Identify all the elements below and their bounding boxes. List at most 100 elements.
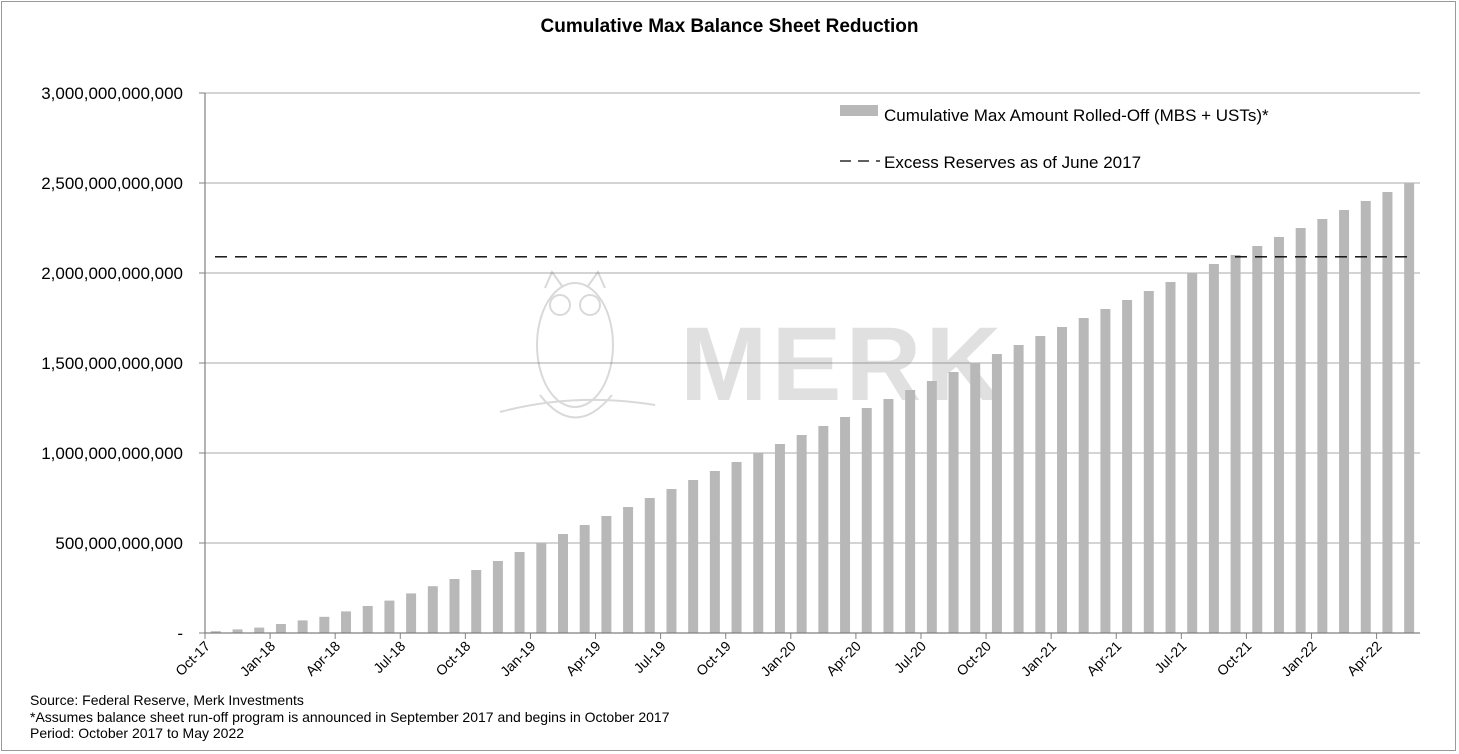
legend-bar-swatch xyxy=(840,105,878,116)
bar xyxy=(427,586,438,633)
bar xyxy=(1165,282,1176,633)
bar xyxy=(1252,246,1263,633)
y-tick-label: 1,000,000,000,000 xyxy=(41,444,183,463)
legend: Cumulative Max Amount Rolled-Off (MBS + … xyxy=(840,105,1269,172)
x-tick-label: Oct-21 xyxy=(1214,638,1255,679)
bar xyxy=(1057,327,1067,633)
bar xyxy=(384,600,395,633)
legend-label-line: Excess Reserves as of June 2017 xyxy=(884,153,1141,172)
chart-notes: Source: Federal Reserve, Merk Investment… xyxy=(30,692,669,742)
x-tick-label: Jul-18 xyxy=(370,638,408,676)
bar xyxy=(1143,291,1154,633)
x-tick-label: Apr-20 xyxy=(823,638,864,679)
bar xyxy=(1360,201,1371,633)
bar xyxy=(731,462,742,633)
y-tick-labels: - 500,000,000,000 1,000,000,000,000 1,500,0… xyxy=(41,84,183,643)
x-tick-label: Jan-20 xyxy=(757,638,799,680)
x-tick-label: Apr-22 xyxy=(1344,638,1385,679)
bar xyxy=(558,534,568,633)
bar xyxy=(601,516,612,633)
bar xyxy=(883,399,894,633)
bar xyxy=(1273,237,1284,633)
bar xyxy=(536,543,547,633)
bar xyxy=(796,435,807,633)
bar xyxy=(1208,264,1219,633)
note-source: Source: Federal Reserve, Merk Investment… xyxy=(30,692,304,708)
bar xyxy=(1078,318,1089,633)
bar xyxy=(362,606,373,633)
bar xyxy=(709,471,720,633)
legend-label-bars: Cumulative Max Amount Rolled-Off (MBS + … xyxy=(884,106,1269,125)
bar xyxy=(623,507,634,633)
x-tick-label: Apr-18 xyxy=(302,638,343,679)
x-tick-label: Jan-21 xyxy=(1018,638,1060,680)
y-tick-label: 1,500,000,000,000 xyxy=(41,354,183,373)
bar xyxy=(1122,300,1133,633)
bar xyxy=(1035,336,1046,633)
bar xyxy=(514,552,525,633)
bar xyxy=(926,381,937,633)
gridlines xyxy=(205,92,1420,544)
x-tick-label: Apr-21 xyxy=(1083,638,1124,679)
watermark-text: MERK xyxy=(680,306,1005,423)
bar xyxy=(1295,228,1306,633)
bar xyxy=(1404,183,1415,633)
bar xyxy=(840,417,851,633)
x-tick-label: Jan-19 xyxy=(497,638,539,680)
bar xyxy=(774,444,785,633)
x-tick-label: Oct-17 xyxy=(172,638,213,679)
bar xyxy=(492,561,503,633)
bar xyxy=(341,611,352,633)
x-tick-label: Jan-18 xyxy=(237,638,279,680)
y-tick-label: 2,500,000,000,000 xyxy=(41,174,183,193)
y-tick-label: 3,000,000,000,000 xyxy=(41,84,183,103)
bar xyxy=(232,629,243,633)
merk-watermark: MERK xyxy=(499,269,1005,423)
bar xyxy=(210,631,221,633)
bar xyxy=(1382,192,1393,633)
y-tick-label: 500,000,000,000 xyxy=(55,534,183,553)
bar xyxy=(1317,219,1328,633)
x-tick-label: Jul-21 xyxy=(1151,638,1189,676)
bar xyxy=(1339,210,1350,633)
bar xyxy=(471,570,482,633)
owl-logo-icon xyxy=(499,269,656,419)
bar xyxy=(948,372,959,633)
x-tick-label: Oct-19 xyxy=(693,638,734,679)
x-tick-label: Oct-18 xyxy=(432,638,473,679)
bar xyxy=(644,498,655,633)
bar xyxy=(666,489,677,633)
bar xyxy=(818,426,829,633)
bar xyxy=(406,593,417,633)
bar xyxy=(970,363,981,633)
bar xyxy=(753,453,764,633)
bar xyxy=(861,408,872,633)
x-tick-label: Apr-19 xyxy=(563,638,604,679)
axes xyxy=(199,92,1420,639)
bar xyxy=(275,624,286,633)
x-tick-label: Jul-19 xyxy=(630,638,668,676)
bar xyxy=(319,616,330,633)
bar xyxy=(297,620,308,633)
x-tick-label: Jan-22 xyxy=(1278,638,1320,680)
bar xyxy=(1013,345,1024,633)
note-assumption: *Assumes balance sheet run-off program i… xyxy=(30,708,670,725)
bar xyxy=(688,480,699,633)
x-tick-label: Jul-20 xyxy=(891,638,929,676)
bar xyxy=(1230,255,1241,633)
bars xyxy=(210,183,1415,633)
bar xyxy=(579,525,590,633)
bar xyxy=(1100,309,1111,633)
chart-title: Cumulative Max Balance Sheet Reduction xyxy=(540,16,919,37)
x-tick-label: Oct-20 xyxy=(953,638,994,679)
x-tick-labels: Oct-17 Jan-18 Apr-18 Jul-18 Oct-18 Jan-19 Apr-… xyxy=(172,638,1385,680)
bar xyxy=(1187,273,1198,633)
bar xyxy=(905,390,916,633)
bar xyxy=(254,627,265,633)
note-period: Period: October 2017 to May 2022 xyxy=(30,725,245,741)
bar xyxy=(991,354,1002,633)
bar xyxy=(449,579,460,633)
y-tick-label: 2,000,000,000,000 xyxy=(41,264,183,283)
